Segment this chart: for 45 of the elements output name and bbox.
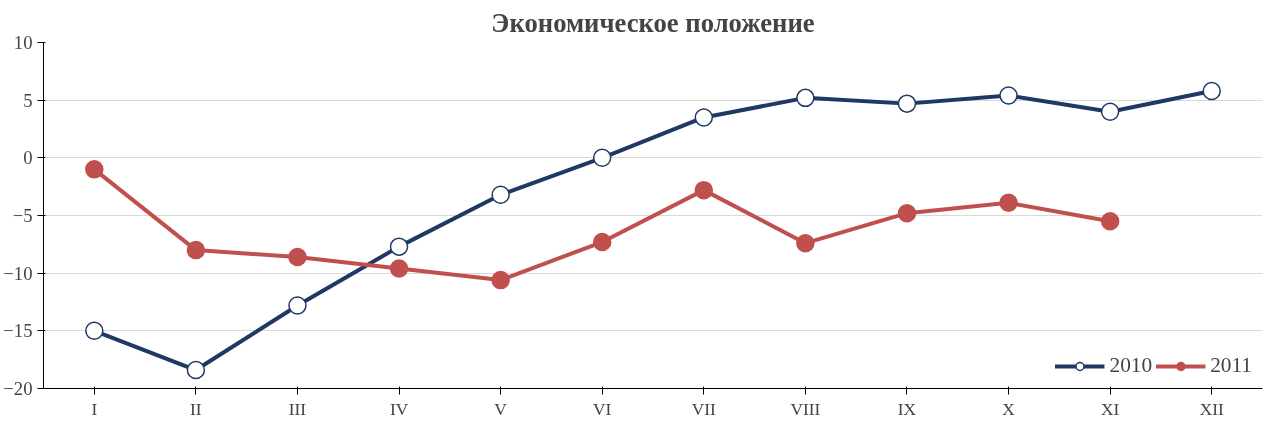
chart-title: Экономическое положение xyxy=(491,7,815,38)
legend-label: 2011 xyxy=(1210,353,1252,378)
x-tick-label: II xyxy=(190,399,202,419)
x-tick-label: X xyxy=(1002,399,1016,419)
y-tick-label: −5 xyxy=(12,205,33,226)
point xyxy=(288,247,307,267)
point xyxy=(491,185,510,204)
point xyxy=(999,193,1018,213)
x-tick-label: V xyxy=(494,399,508,419)
point xyxy=(85,321,104,341)
y-tick-label: −20 xyxy=(3,378,33,399)
point xyxy=(999,86,1018,105)
y-tick-label: 10 xyxy=(13,32,33,53)
y-tick-label: −10 xyxy=(3,262,33,284)
x-tick-label: VIII xyxy=(790,399,821,419)
point xyxy=(389,259,409,278)
x-tick-label: IV xyxy=(389,399,409,419)
x-tick-label: XI xyxy=(1100,399,1120,419)
point xyxy=(694,108,714,127)
point xyxy=(694,180,714,200)
point xyxy=(592,148,612,168)
point xyxy=(288,296,307,315)
point xyxy=(592,232,612,252)
x-tick-label: IX xyxy=(897,399,917,419)
x-tick-label: VII xyxy=(691,399,717,419)
point xyxy=(1100,212,1120,231)
point xyxy=(796,88,815,108)
y-tick-label: −15 xyxy=(3,320,33,342)
x-tick-label: XII xyxy=(1199,399,1224,419)
x-tick-label: I xyxy=(91,399,98,419)
point xyxy=(796,233,815,253)
point xyxy=(389,237,409,256)
legend-label: 2010 xyxy=(1109,353,1153,378)
point xyxy=(897,203,917,223)
y-tick-label: 0 xyxy=(23,147,33,169)
point xyxy=(85,160,104,179)
x-tick-label: VI xyxy=(593,399,612,419)
point xyxy=(186,240,206,260)
point xyxy=(1202,81,1221,101)
x-tick-label: III xyxy=(288,399,307,419)
point xyxy=(186,360,206,380)
point xyxy=(897,94,917,113)
y-tick-label: 5 xyxy=(23,89,33,111)
point xyxy=(1100,102,1120,121)
point xyxy=(491,270,510,290)
